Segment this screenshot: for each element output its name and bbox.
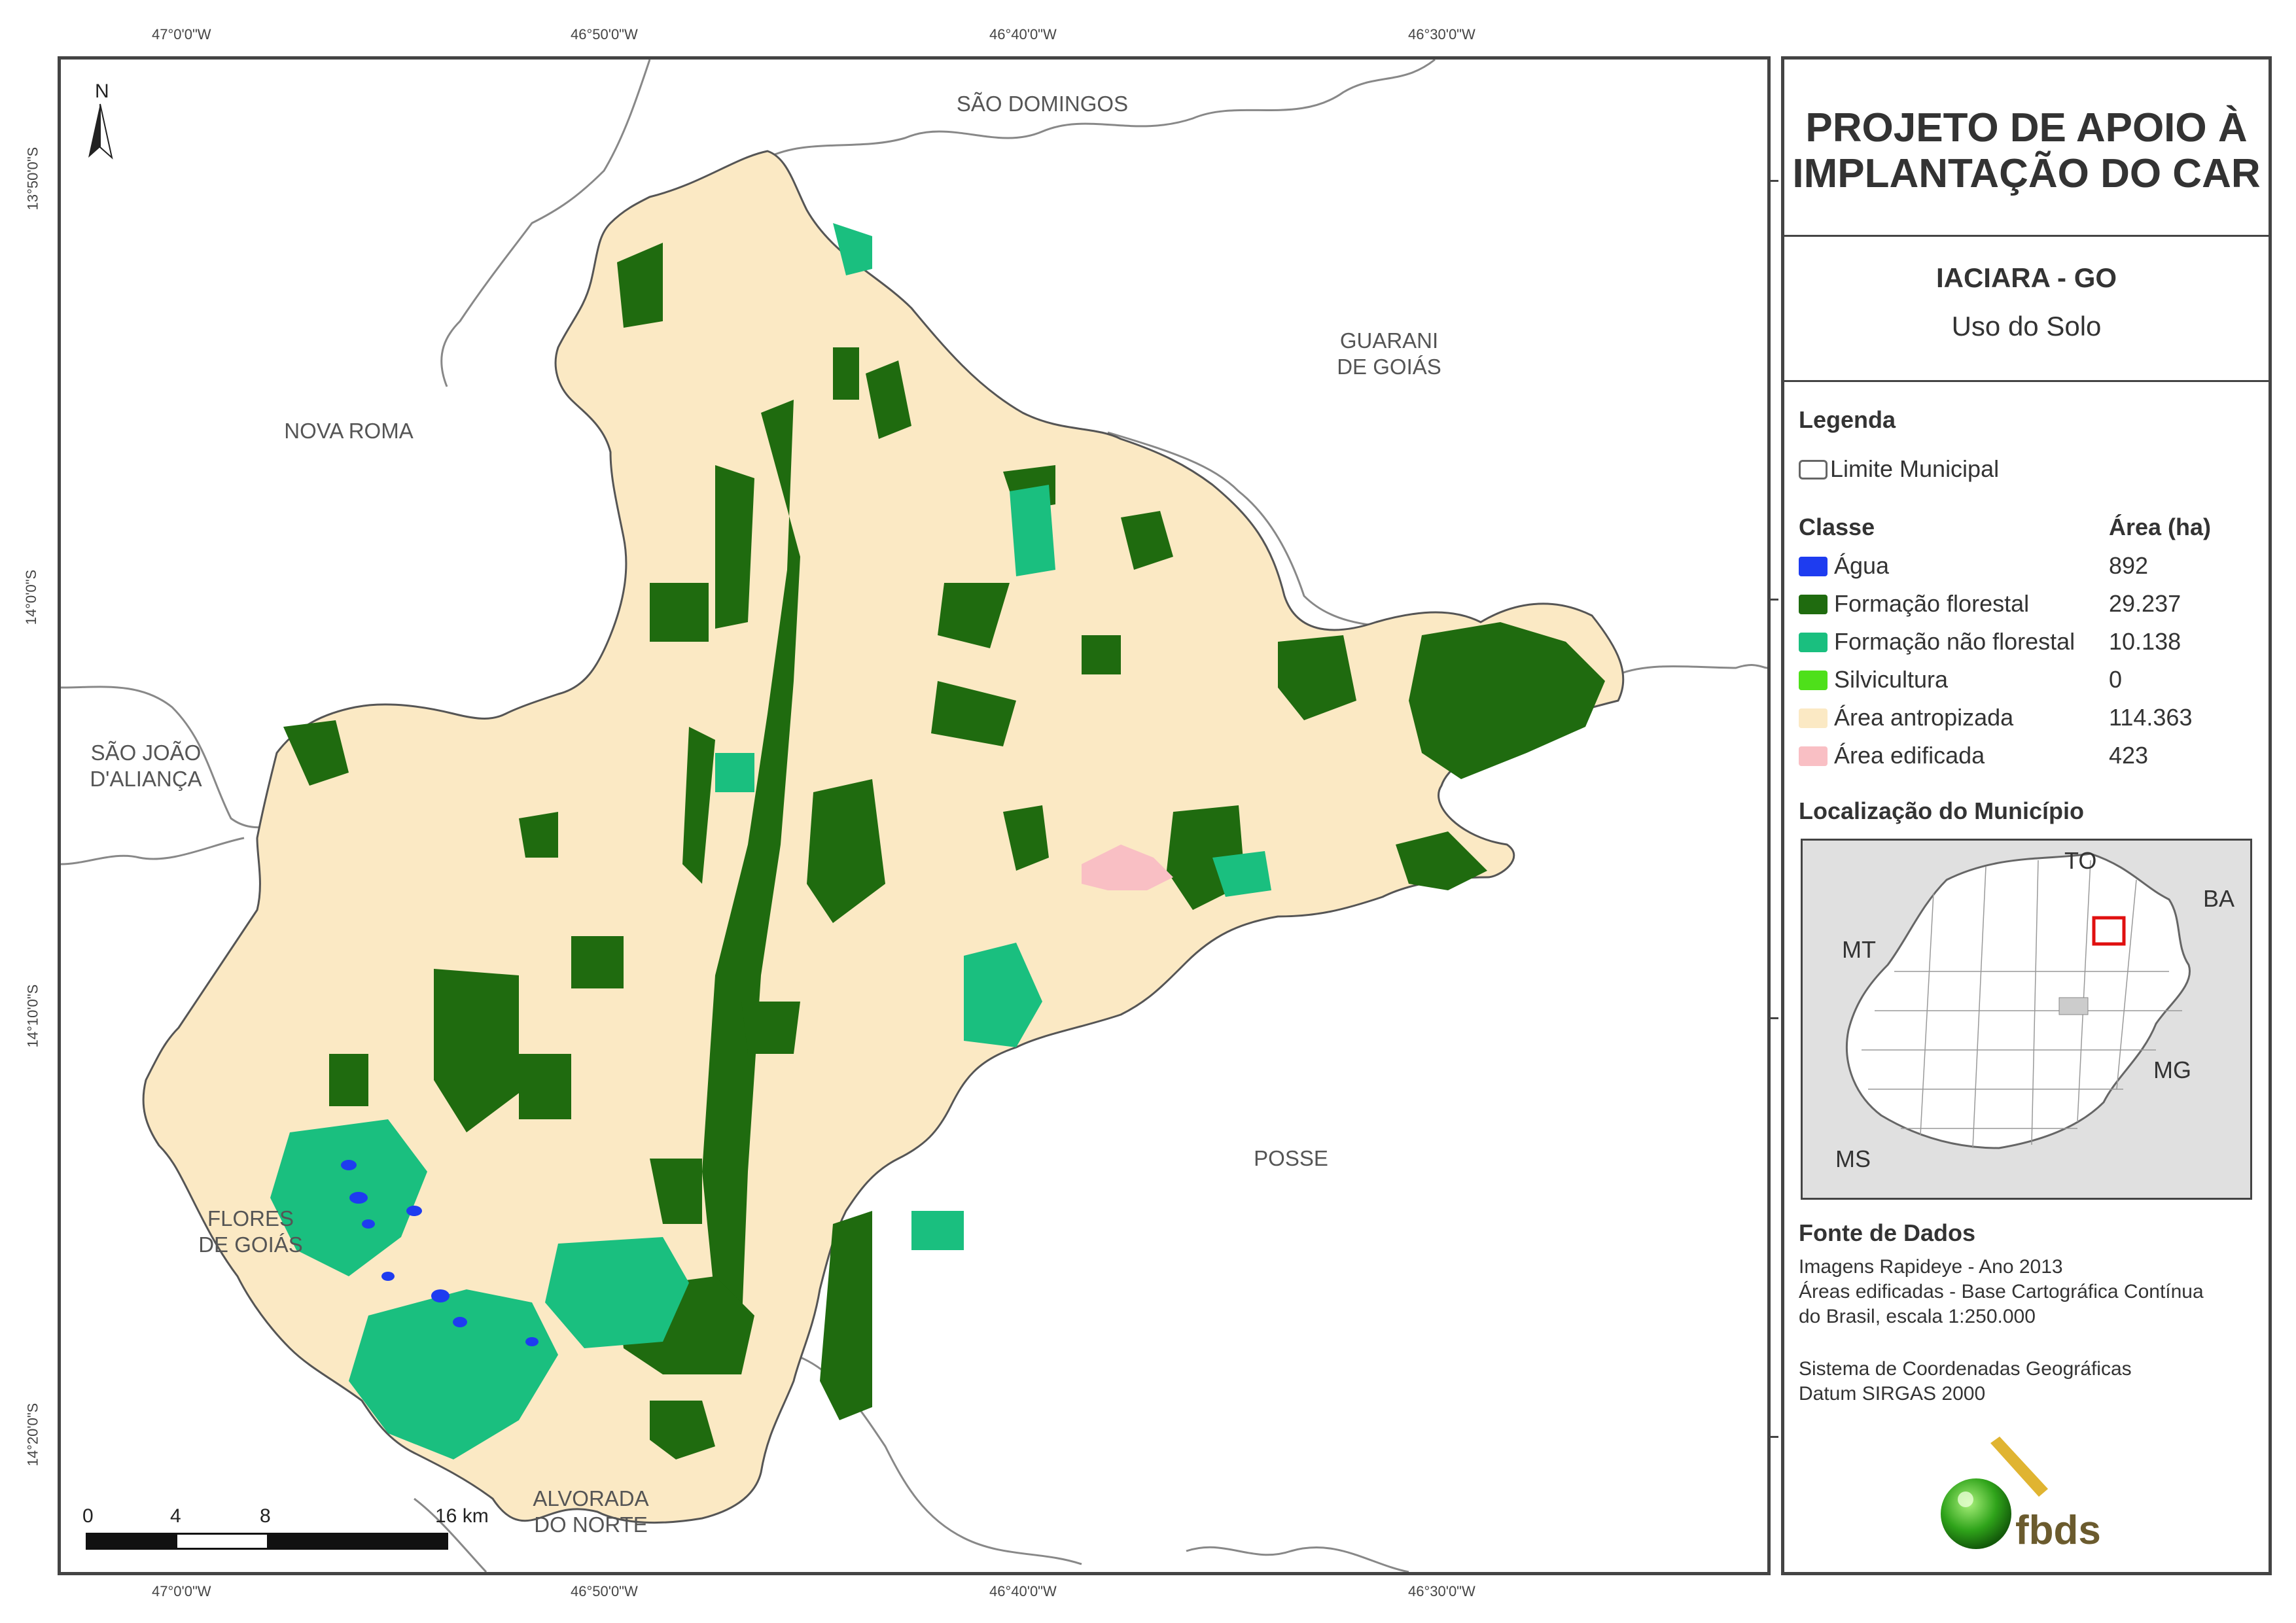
legend-class-area-3: 10.138 bbox=[2109, 628, 2181, 655]
boundary-posse-south bbox=[1186, 1546, 1409, 1572]
inset-label-ms: MS bbox=[1835, 1145, 1871, 1172]
coord-top-1: 47°0'0"W bbox=[152, 26, 211, 43]
legend-class-area-4: 0 bbox=[2109, 666, 2123, 693]
tick-right-4 bbox=[1771, 1436, 1778, 1438]
coord-left-2: 14°0'0"S bbox=[23, 569, 40, 625]
tick-right-3 bbox=[1771, 1017, 1778, 1019]
urban-area bbox=[1082, 845, 1173, 890]
scale-label-4: 4 bbox=[170, 1505, 181, 1527]
legend-swatch-1 bbox=[1799, 557, 1828, 576]
tick-right-1 bbox=[1771, 180, 1778, 182]
inset-label-to: TO bbox=[2064, 847, 2097, 874]
forest-patches bbox=[283, 243, 1605, 1459]
legend-class-label-5: Área antropizada bbox=[1834, 704, 2014, 731]
sources-line-2: Áreas edificadas - Base Cartográfica Con… bbox=[1799, 1281, 2204, 1302]
sources-line-1: Imagens Rapideye - Ano 2013 bbox=[1799, 1256, 2063, 1278]
inset-municipal-grid bbox=[1862, 860, 2182, 1149]
sources-line-3: do Brasil, escala 1:250.000 bbox=[1799, 1306, 2036, 1327]
boundary-nova-roma-sao-domingos bbox=[440, 60, 651, 387]
legend-class-area-6: 423 bbox=[2109, 742, 2149, 769]
boundary-legend-label: Limite Municipal bbox=[1830, 455, 2000, 482]
label-nova-roma: NOVA ROMA bbox=[284, 419, 414, 443]
label-posse: POSSE bbox=[1254, 1146, 1328, 1170]
coord-left-4: 14°20'0"S bbox=[24, 1403, 41, 1467]
location-inset-map: TO BA MT MG MS bbox=[1801, 839, 2252, 1200]
map-canvas[interactable]: N bbox=[61, 60, 1767, 1572]
label-alvorada-do-norte: ALVORADA DO NORTE bbox=[533, 1486, 649, 1537]
sources-title: Fonte de Dados bbox=[1799, 1219, 1976, 1246]
svg-text:N: N bbox=[95, 80, 109, 102]
north-arrow-icon: N bbox=[88, 80, 113, 160]
label-flores-de-goias: FLORES DE GOIÁS bbox=[198, 1206, 303, 1257]
sources-line-6: Datum SIRGAS 2000 bbox=[1799, 1383, 1986, 1405]
legend-class-area-1: 892 bbox=[2109, 552, 2149, 579]
legend-swatch-5 bbox=[1799, 708, 1828, 728]
tick-right-2 bbox=[1771, 599, 1778, 601]
legend-class-label-3: Formação não florestal bbox=[1834, 628, 2075, 655]
coord-bottom-1: 47°0'0"W bbox=[152, 1583, 211, 1599]
coord-left-1: 13°50'0"S bbox=[24, 147, 41, 211]
nonforest-patches bbox=[270, 223, 1271, 1459]
boundary-sao-domingos-north bbox=[767, 60, 1436, 159]
coord-left-3: 14°10'0"S bbox=[24, 984, 41, 1048]
boundary-sao-joao-south bbox=[61, 837, 245, 865]
inset-label-ba: BA bbox=[2203, 885, 2235, 912]
scale-bar bbox=[86, 1533, 448, 1550]
legend-class-area-5: 114.363 bbox=[2109, 704, 2193, 731]
label-guarani-de-goias: GUARANI DE GOIÁS bbox=[1337, 328, 1441, 379]
legend-class-label-4: Silvicultura bbox=[1834, 666, 1949, 693]
legend-swatch-4 bbox=[1799, 671, 1828, 690]
coord-top-2: 46°50'0"W bbox=[571, 26, 638, 43]
legend-swatch-3 bbox=[1799, 633, 1828, 652]
legend-swatch-2 bbox=[1799, 595, 1828, 614]
label-sao-domingos: SÃO DOMINGOS bbox=[956, 92, 1129, 116]
scale-label-16: 16 km bbox=[435, 1505, 489, 1527]
municipality-iaciara bbox=[142, 150, 1625, 1524]
legend-class-label-2: Formação florestal bbox=[1834, 590, 2030, 617]
label-sao-joao-dalianca: SÃO JOÃO D'ALIANÇA bbox=[90, 741, 202, 791]
fbds-logo-icon bbox=[1941, 1437, 2048, 1549]
scale-label-0: 0 bbox=[82, 1505, 94, 1527]
map-subtitle: Uso do Solo bbox=[1951, 311, 2102, 341]
coord-bottom-4: 46°30'0"W bbox=[1408, 1583, 1475, 1599]
info-panel: PROJETO DE APOIO À IMPLANTAÇÃO DO CAR IA… bbox=[1781, 56, 2272, 1575]
project-title: PROJETO DE APOIO À IMPLANTAÇÃO DO CAR bbox=[1792, 105, 2261, 196]
legend-class-label-1: Água bbox=[1834, 552, 1890, 579]
legend-swatch-6 bbox=[1799, 746, 1828, 766]
separator-2 bbox=[1784, 380, 2269, 382]
fbds-logo: fbds bbox=[1937, 1437, 2113, 1554]
separator-1 bbox=[1784, 235, 2269, 237]
sources-line-5: Sistema de Coordenadas Geográficas bbox=[1799, 1358, 2132, 1380]
water-patches bbox=[341, 1160, 539, 1346]
fbds-logo-text: fbds bbox=[2015, 1508, 2101, 1553]
legend-class-area-2: 29.237 bbox=[2109, 590, 2181, 617]
legend-class-label-6: Área edificada bbox=[1834, 742, 1985, 769]
boundary-flores-south bbox=[414, 1497, 487, 1572]
coord-top-3: 46°40'0"W bbox=[989, 26, 1057, 43]
boundary-legend-swatch bbox=[1799, 460, 1828, 480]
boundary-east bbox=[1617, 664, 1767, 676]
inset-canvas bbox=[1845, 852, 2191, 1149]
inset-label-mg: MG bbox=[2153, 1056, 2191, 1083]
goias-state-shape bbox=[1845, 852, 2191, 1149]
map-frame[interactable]: N SÃO DOMINGOS GUARANI DE GOIÁS NOVA ROM… bbox=[58, 56, 1771, 1575]
legend-title: Legenda bbox=[1799, 406, 1896, 433]
municipality-title: IACIARA - GO bbox=[1935, 262, 2117, 293]
area-header: Área (ha) bbox=[2109, 514, 2212, 540]
federal-district-shape bbox=[2058, 997, 2089, 1015]
scale-label-8: 8 bbox=[260, 1505, 271, 1527]
coord-bottom-2: 46°50'0"W bbox=[571, 1583, 638, 1599]
coord-top-4: 46°30'0"W bbox=[1408, 26, 1475, 43]
class-header: Classe bbox=[1799, 514, 1875, 540]
coord-bottom-3: 46°40'0"W bbox=[989, 1583, 1057, 1599]
location-title: Localização do Município bbox=[1799, 797, 2085, 824]
inset-label-mt: MT bbox=[1842, 936, 1876, 963]
iaciara-location-marker bbox=[2092, 916, 2126, 946]
